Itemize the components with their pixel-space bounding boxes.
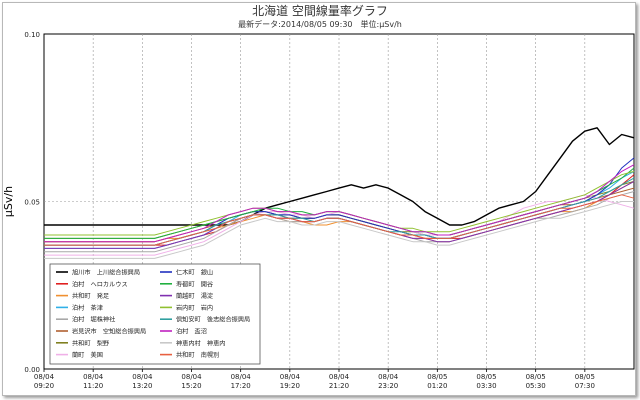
- chart-title: 北海道 空間線量率グラフ: [252, 4, 388, 18]
- legend-label: 共和町 南幌別: [176, 351, 219, 359]
- x-tick-date: 08/04: [132, 373, 153, 381]
- legend-label: 寿都町 開谷: [176, 280, 213, 288]
- x-tick-time: 13:20: [132, 382, 152, 390]
- x-tick-time: 05:30: [526, 382, 546, 390]
- series-line: [44, 127, 635, 226]
- x-tick-date: 08/05: [526, 373, 546, 381]
- legend-label: 神恵内村 神恵内: [176, 339, 226, 347]
- y-tick-label: 0.00: [24, 366, 40, 374]
- x-tick-date: 08/05: [575, 373, 595, 381]
- x-tick-time: 07:30: [575, 382, 595, 390]
- legend-label: 共和町 梨野: [72, 339, 109, 347]
- x-tick-time: 09:20: [34, 382, 54, 390]
- y-tick-label: 0.10: [24, 31, 40, 39]
- legend-label: 仁木町 銀山: [176, 269, 213, 277]
- legend-label: 蘭越町 湯淀: [176, 292, 213, 300]
- x-tick-time: 01:20: [427, 382, 447, 390]
- x-tick-date: 08/04: [83, 373, 104, 381]
- series-line: [44, 164, 635, 243]
- legend-label: 蘭町 美国: [72, 351, 103, 359]
- legend-label: 旭川市 上川総合振興局: [72, 269, 140, 277]
- legend-label: 倶知安町 後志総合振興局: [176, 316, 250, 324]
- series-layer: [44, 127, 635, 259]
- legend-label: 泊村 盃沼: [176, 328, 207, 336]
- x-tick-date: 08/04: [329, 373, 350, 381]
- axes-layer: 0.000.050.1008/0409:2008/0411:2008/0413:…: [2, 31, 595, 390]
- x-tick-time: 21:20: [329, 382, 349, 390]
- x-tick-date: 08/04: [280, 373, 301, 381]
- series-line: [44, 201, 634, 259]
- x-tick-time: 19:20: [280, 382, 300, 390]
- x-tick-time: 23:20: [378, 382, 398, 390]
- x-tick-date: 08/04: [181, 373, 202, 381]
- legend-label: 岩見沢市 空知総合振興局: [72, 328, 146, 336]
- chart-subtitle: 最新データ:2014/08/05 09:30 単位:μSv/h: [238, 20, 402, 29]
- x-tick-date: 08/04: [378, 373, 399, 381]
- legend-label: 泊村 堀株神社: [72, 316, 115, 324]
- x-tick-date: 08/05: [427, 373, 447, 381]
- legend-label: 泊村 茶津: [72, 304, 103, 312]
- x-tick-time: 03:30: [476, 382, 496, 390]
- x-tick-time: 17:20: [231, 382, 251, 390]
- y-tick-label: 0.05: [24, 199, 40, 207]
- legend-label: 共和町 発足: [72, 292, 109, 300]
- x-tick-date: 08/04: [34, 373, 55, 381]
- legend-label: 泊村 ヘロカルウス: [72, 280, 128, 288]
- y-axis-label: μSv/h: [2, 186, 15, 217]
- x-tick-time: 15:20: [181, 382, 201, 390]
- legend-label: 岩内町 岩内: [176, 304, 213, 312]
- legend-box: [49, 263, 261, 365]
- x-tick-time: 11:20: [83, 382, 103, 390]
- x-tick-date: 08/04: [231, 373, 252, 381]
- series-line: [44, 194, 635, 246]
- x-tick-date: 08/05: [476, 373, 496, 381]
